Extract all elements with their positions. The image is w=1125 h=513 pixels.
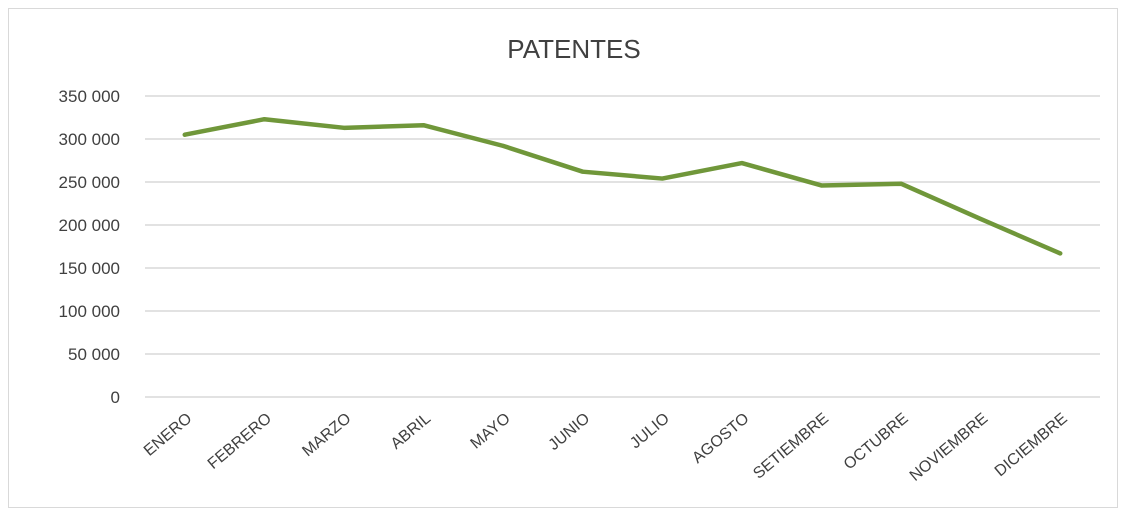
series-line [182, 116, 1063, 256]
x-tick-label: OCTUBRE [841, 410, 912, 473]
data-point [501, 143, 506, 148]
y-tick-label: 50 000 [68, 345, 120, 364]
data-point [421, 123, 426, 128]
data-point [739, 161, 744, 166]
y-tick-label: 200 000 [59, 216, 120, 235]
data-point [978, 216, 983, 221]
y-tick-label: 300 000 [59, 130, 120, 149]
data-point [341, 125, 346, 130]
data-points [182, 117, 1063, 256]
x-tick-label: JULIO [627, 410, 673, 452]
x-tick-label: FEBRERO [205, 410, 275, 473]
data-point [660, 176, 665, 181]
x-tick-label: NOVIEMBRE [907, 410, 991, 485]
y-tick-label: 0 [111, 388, 120, 407]
x-tick-label: SETIEMBRE [750, 410, 832, 482]
data-point [1058, 251, 1063, 256]
data-point [580, 169, 585, 174]
chart-title: PATENTES [507, 34, 640, 64]
gridlines [145, 95, 1100, 398]
y-tick-label: 250 000 [59, 173, 120, 192]
series-layer [182, 116, 1063, 256]
data-point [819, 183, 824, 188]
x-tick-label: DICIEMBRE [992, 410, 1071, 480]
y-tick-label: 350 000 [59, 87, 120, 106]
chart-frame [8, 8, 1118, 508]
y-tick-label: 150 000 [59, 259, 120, 278]
x-tick-label: MARZO [299, 410, 354, 460]
y-axis-tick-labels: 0 50 000 100 000 150 000 200 000 250 000 300 0… [59, 87, 120, 407]
x-tick-label: ENERO [141, 410, 196, 460]
data-point [899, 181, 904, 186]
x-tick-label: JUNIO [546, 410, 594, 454]
x-axis-tick-labels: ENERO FEBRERO MARZO ABRIL MAYO JUNIO JULIO AGOS… [141, 410, 1071, 485]
y-tick-label: 100 000 [59, 302, 120, 321]
x-tick-label: ABRIL [388, 410, 434, 453]
x-tick-label: MAYO [468, 410, 514, 453]
data-point [262, 117, 267, 122]
x-tick-label: AGOSTO [689, 410, 752, 467]
data-point [182, 132, 187, 137]
